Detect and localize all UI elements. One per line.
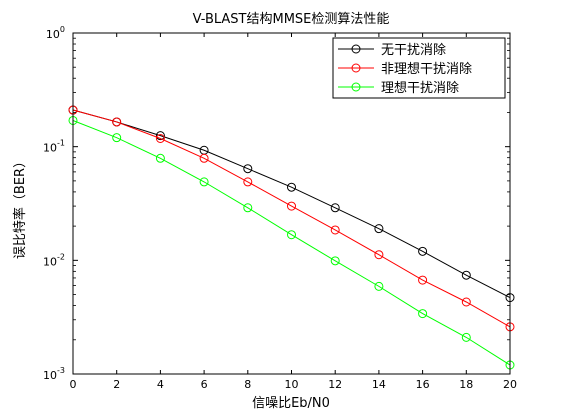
series-1-point [418, 246, 428, 256]
y-tick-label: 10-2 [43, 252, 65, 268]
series-1-point [461, 270, 471, 280]
series-2-point [418, 275, 428, 285]
x-tick-label: 4 [157, 378, 164, 391]
series-3-point [243, 203, 253, 213]
series-3-point [155, 153, 165, 163]
chart-title: V-BLAST结构MMSE检测算法性能 [193, 12, 390, 27]
axis-layer: 0 2 4 6 8 10 12 14 16 18 20 100 10-1 10-2 10-3 [43, 25, 517, 391]
series-2-point [287, 201, 296, 211]
legend-label-1: 无干扰消除 [381, 43, 446, 58]
series-3-point [461, 332, 471, 342]
x-tick-label: 8 [244, 378, 251, 391]
series-2-point [330, 225, 340, 235]
legend-label-3: 理想干扰消除 [381, 80, 459, 96]
legend-label-2: 非理想干扰消除 [381, 61, 472, 77]
series-3-point [418, 309, 428, 319]
legend-marker-3 [351, 82, 361, 92]
legend-marker-1 [351, 44, 361, 54]
series-1-point [243, 164, 253, 174]
series-2-point [199, 153, 209, 163]
x-tick-label: 0 [70, 378, 77, 391]
series-1-point [374, 224, 384, 234]
x-tick-label: 14 [372, 378, 386, 391]
series-1-point [330, 203, 340, 213]
x-tick-label: 10 [285, 378, 299, 391]
series-3-point [112, 133, 122, 143]
x-tick-label: 6 [201, 378, 208, 391]
series-3-point [199, 177, 209, 187]
series-line-1 [72, 109, 511, 299]
series-1-point [155, 131, 165, 141]
series-2-point [243, 177, 253, 187]
series-3-point [287, 230, 296, 240]
y-tick-label: 100 [46, 25, 65, 41]
series-line-2 [72, 109, 511, 328]
x-tick-label: 20 [503, 378, 517, 391]
x-axis-label: 信噪比Eb/N0 [252, 396, 330, 411]
legend-marker-2 [351, 63, 361, 73]
x-tick-label: 18 [459, 378, 473, 391]
series-3-point [374, 281, 384, 291]
y-tick-label: 10-3 [43, 366, 65, 382]
x-tick-label: 2 [113, 378, 120, 391]
y-tick-label: 10-1 [43, 139, 65, 155]
marks-layer [68, 105, 515, 370]
series-line-3 [72, 120, 511, 366]
series-2-point [461, 297, 471, 307]
series-2-point [155, 133, 165, 143]
y-axis-label: 误比特率（BER） [12, 155, 28, 259]
series-2-point [112, 117, 122, 127]
series-3-point [330, 256, 340, 266]
series-1-point [287, 182, 296, 192]
x-tick-label: 12 [328, 378, 342, 391]
series-2-point [374, 250, 384, 260]
x-tick-label: 16 [416, 378, 430, 391]
